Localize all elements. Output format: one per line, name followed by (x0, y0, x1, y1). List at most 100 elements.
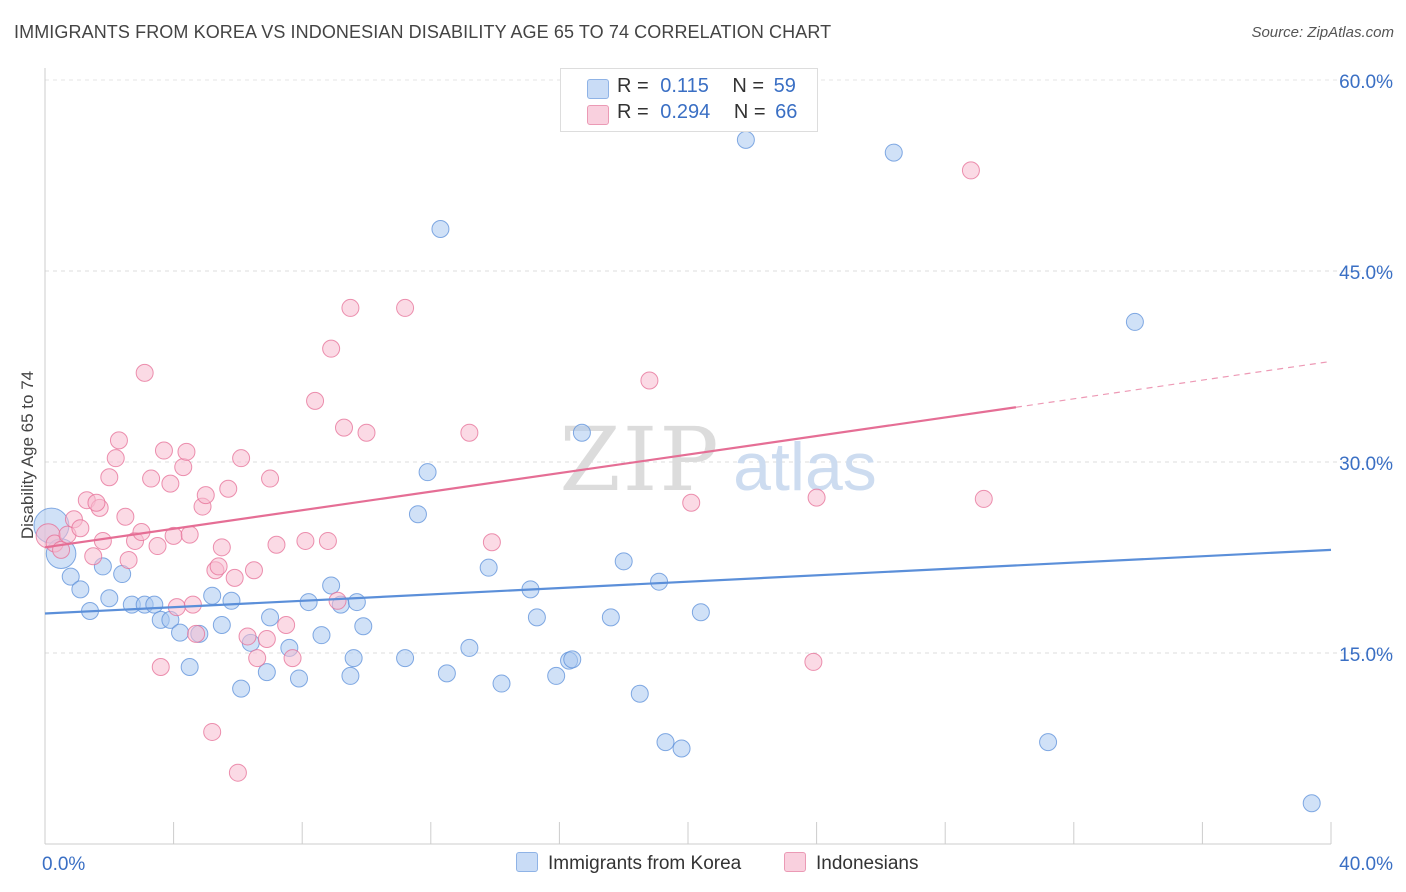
data-point (437, 664, 456, 683)
data-point (322, 576, 341, 595)
data-point (312, 626, 331, 645)
data-point (527, 608, 546, 627)
data-point (650, 572, 669, 591)
tick-labels: 15.0% 30.0% 45.0% 60.0% 0.0% 40.0% (42, 72, 1393, 875)
source-credit: Source: ZipAtlas.com (1251, 24, 1394, 41)
data-point (154, 441, 173, 460)
data-point (100, 468, 119, 487)
data-point (257, 629, 276, 648)
data-point (630, 684, 649, 703)
data-point (219, 479, 238, 498)
data-point (100, 589, 119, 608)
data-point (142, 469, 161, 488)
data-point (61, 567, 80, 586)
data-point (572, 423, 591, 442)
data-point (479, 558, 498, 577)
bottom-legend-label-indonesians: Indonesians (816, 853, 919, 874)
data-point (408, 505, 427, 524)
data-point (614, 552, 633, 571)
legend-n-label: N = (732, 75, 765, 97)
data-point (177, 442, 196, 461)
data-point (547, 666, 566, 685)
data-point (299, 593, 318, 612)
data-point (334, 418, 353, 437)
data-point (145, 595, 164, 614)
data-point (601, 608, 620, 627)
data-point (884, 143, 903, 162)
data-point (974, 489, 993, 508)
trend-line-0 (44, 548, 1332, 615)
data-point (563, 650, 582, 669)
data-point (341, 298, 360, 317)
data-point (187, 624, 206, 643)
bottom-legend-swatch-korea (516, 852, 538, 872)
data-point (171, 623, 190, 642)
data-point (196, 486, 215, 505)
data-point (119, 551, 138, 570)
legend-n-value: 59 (773, 75, 796, 97)
data-point (203, 586, 222, 605)
data-point (106, 449, 125, 468)
data-point (183, 595, 202, 614)
data-point (328, 591, 347, 610)
bottom-legend-swatch-indonesians (784, 852, 806, 872)
data-point (354, 617, 373, 636)
data-point (174, 458, 193, 477)
data-point (736, 130, 755, 149)
legend-r-label: R = (617, 101, 649, 123)
data-point (225, 568, 244, 587)
data-point (1302, 794, 1321, 813)
data-point (1039, 733, 1058, 752)
data-point (640, 371, 659, 390)
data-point (460, 423, 479, 442)
legend-swatch-indonesians (587, 105, 609, 125)
data-point (71, 519, 90, 538)
data-point (1125, 312, 1144, 331)
data-point (93, 531, 112, 550)
trend-line-1 (44, 406, 1017, 549)
data-point (203, 722, 222, 741)
data-point (212, 538, 231, 557)
bottom-legend-label-korea: Immigrants from Korea (548, 853, 742, 874)
data-point (396, 649, 415, 668)
data-point (431, 219, 450, 238)
data-point (261, 469, 280, 488)
data-point (344, 649, 363, 668)
y-tick-label: 45.0% (1339, 263, 1393, 284)
data-point (148, 537, 167, 556)
data-point (84, 547, 103, 566)
legend-r-label: R = (617, 75, 649, 97)
data-point (212, 615, 231, 634)
data-point (135, 363, 154, 382)
data-point (318, 531, 337, 550)
chart-title: IMMIGRANTS FROM KOREA VS INDONESIAN DISA… (14, 22, 832, 42)
data-point (277, 615, 296, 634)
data-point (267, 535, 286, 554)
data-point (161, 474, 180, 493)
data-point (151, 658, 170, 677)
data-point (322, 339, 341, 358)
trend-lines (44, 360, 1332, 615)
data-point (306, 391, 325, 410)
data-point (180, 525, 199, 544)
data-point (460, 638, 479, 657)
data-point (357, 423, 376, 442)
data-point (244, 561, 263, 580)
legend-r-value: 0.294 (660, 101, 711, 123)
data-point (682, 493, 701, 512)
data-point (228, 763, 247, 782)
legend-n-value: 66 (775, 101, 798, 123)
x-tick-label: 40.0% (1339, 854, 1393, 875)
data-point (492, 674, 511, 693)
data-point (109, 431, 128, 450)
series-indonesians-points (35, 161, 993, 782)
watermark: ZIP atlas (559, 408, 876, 511)
trend-line-dashed-1 (1015, 360, 1332, 408)
data-point (116, 507, 135, 526)
data-point (71, 580, 90, 599)
y-tick-label: 60.0% (1339, 72, 1393, 93)
data-point (232, 449, 251, 468)
legend-swatch-korea (587, 79, 609, 99)
data-point (232, 679, 251, 698)
data-point (222, 591, 241, 610)
